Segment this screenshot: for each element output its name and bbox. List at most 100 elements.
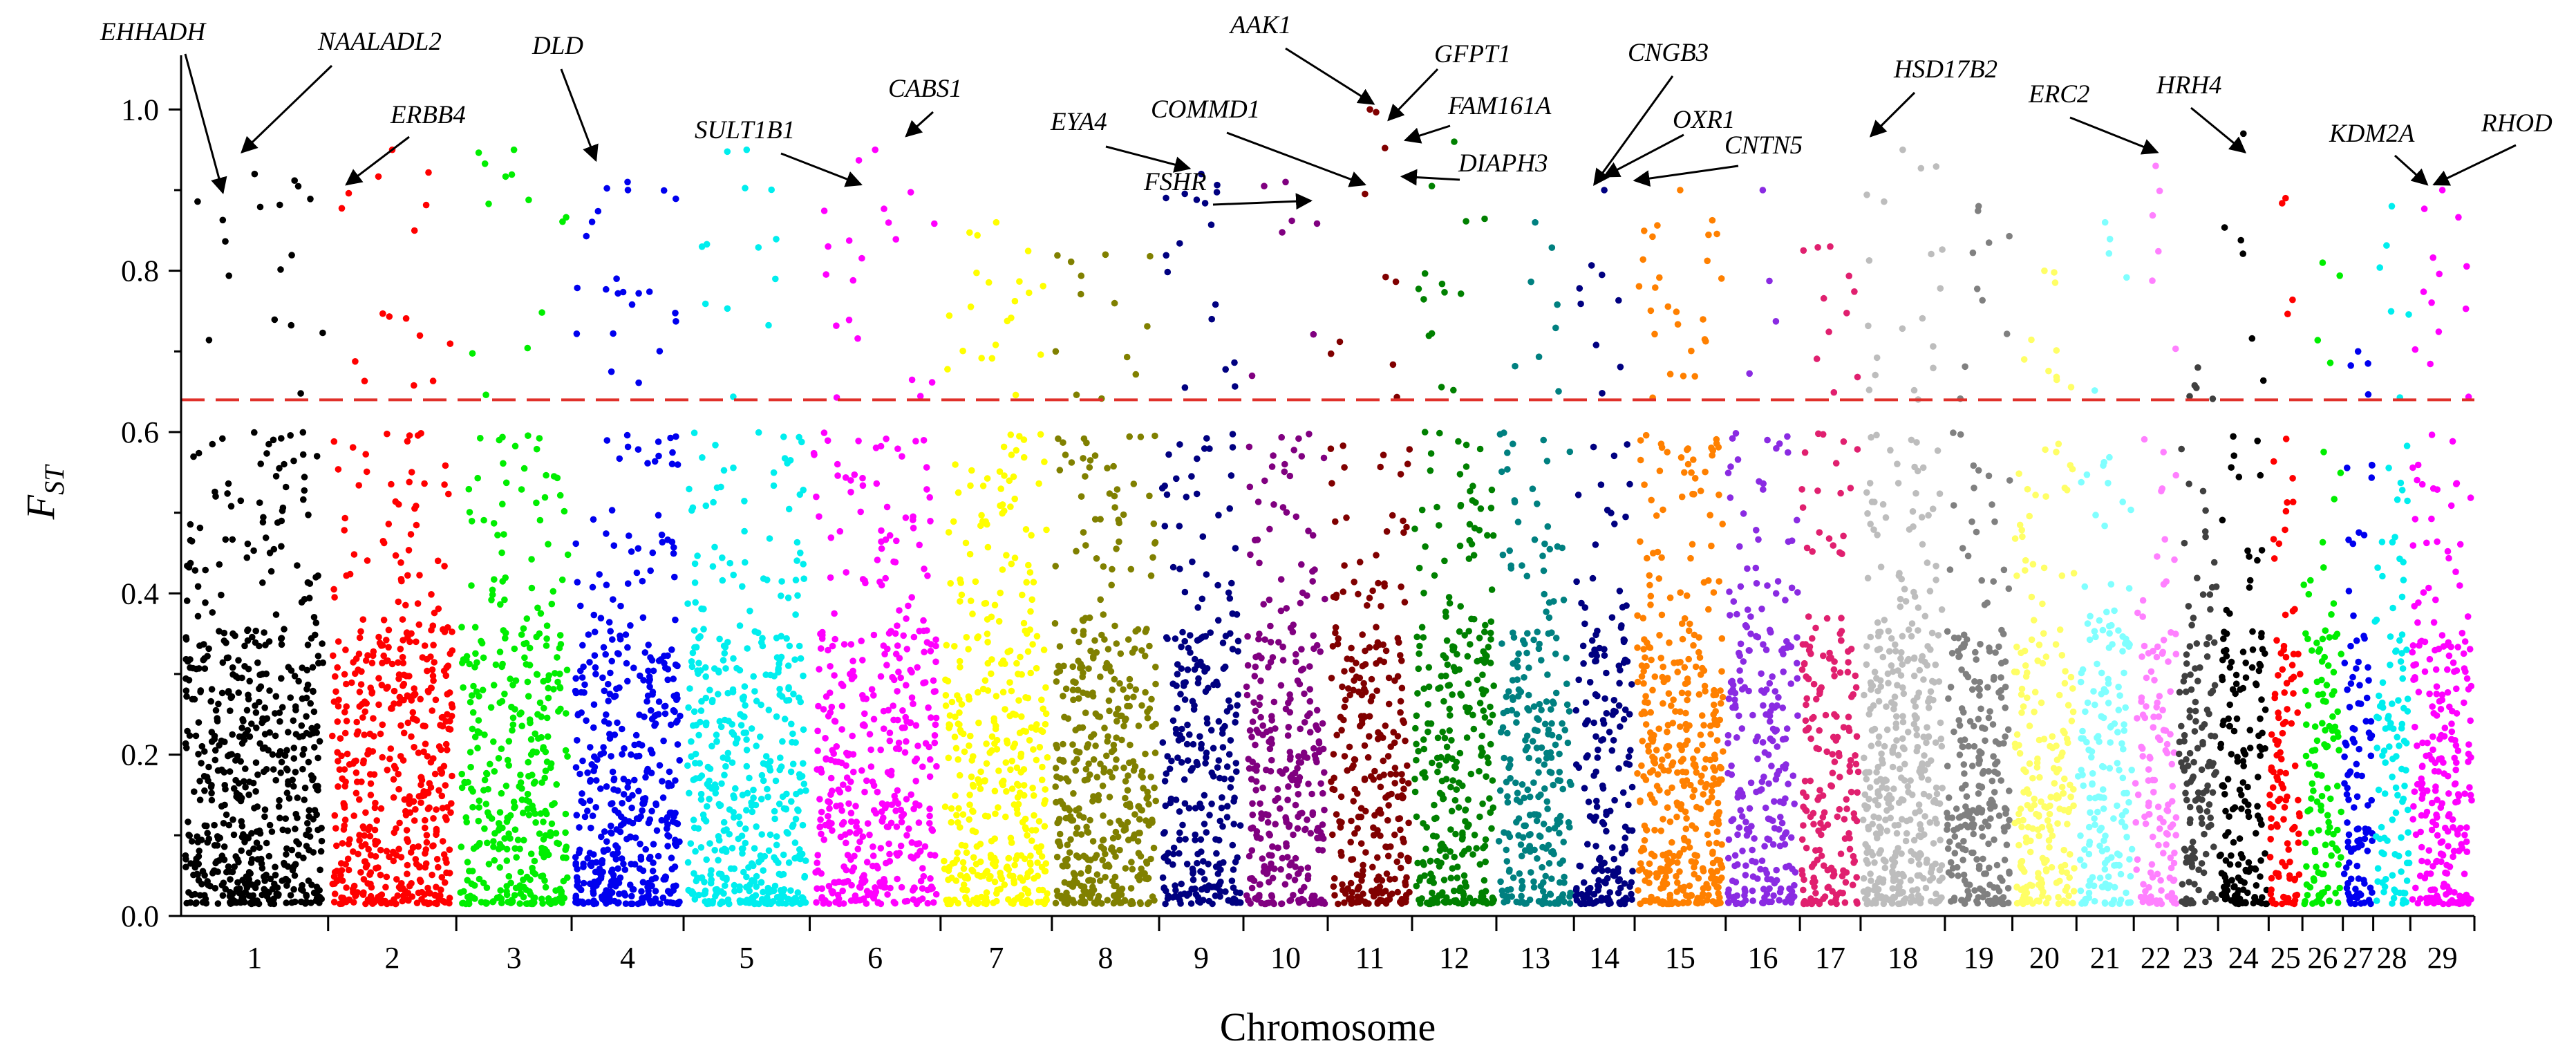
snp-point-chr9 xyxy=(1234,691,1241,698)
snp-point-chr7 xyxy=(1010,872,1017,880)
snp-point-chr5 xyxy=(697,667,704,674)
snp-point-chr11 xyxy=(1332,518,1339,525)
snp-point-chr12 xyxy=(1457,691,1464,698)
snp-point-chr1 xyxy=(223,811,230,819)
snp-point-chr10 xyxy=(1307,830,1315,837)
snp-point-chr8 xyxy=(1055,662,1062,670)
snp-point-chr5 xyxy=(787,457,794,464)
snp-point-chr12 xyxy=(1469,851,1476,858)
snp-point-chr2 xyxy=(395,659,402,666)
snp-point-chr5 xyxy=(760,777,767,785)
snp-point-chr7 xyxy=(1011,297,1019,305)
snp-point-chr4 xyxy=(601,828,608,835)
snp-point-chr12 xyxy=(1465,796,1472,803)
snp-point-chr8 xyxy=(1116,680,1123,687)
snp-point-chr12 xyxy=(1415,747,1422,755)
snp-peak-point-chr5 xyxy=(743,146,751,153)
snp-point-chr4 xyxy=(574,284,581,292)
snp-point-chr6 xyxy=(912,800,919,807)
snp-point-chr1 xyxy=(185,677,193,684)
snp-point-chr2 xyxy=(356,796,363,803)
snp-point-chr5 xyxy=(775,666,782,673)
snp-point-chr9 xyxy=(1184,757,1192,764)
snp-point-chr9 xyxy=(1202,633,1209,640)
snp-point-chr6 xyxy=(927,886,934,892)
snp-point-chr4 xyxy=(596,571,603,578)
snp-point-chr9 xyxy=(1184,721,1191,729)
snp-point-chr7 xyxy=(996,468,1004,475)
snp-point-chr5 xyxy=(719,554,726,561)
snp-point-chr3 xyxy=(500,460,507,467)
snp-point-chr4 xyxy=(625,778,632,786)
snp-point-chr1 xyxy=(284,767,291,774)
snp-point-chr5 xyxy=(771,807,778,815)
snp-point-chr5 xyxy=(684,859,692,866)
snp-point-chr7 xyxy=(961,842,969,850)
snp-point-chr5 xyxy=(773,713,780,720)
snp-point-chr2 xyxy=(341,729,349,737)
snp-point-chr1 xyxy=(192,900,199,907)
snp-point-chr12 xyxy=(1457,503,1464,509)
snp-point-chr1 xyxy=(310,687,317,695)
snp-point-chr2 xyxy=(423,655,431,663)
snp-point-chr12 xyxy=(1470,552,1478,559)
snp-point-chr4 xyxy=(579,642,586,649)
snp-point-chr1 xyxy=(187,521,194,528)
snp-point-chr7 xyxy=(966,801,973,808)
snp-point-chr5 xyxy=(748,725,755,732)
snp-point-chr5 xyxy=(711,543,718,551)
snp-point-chr12 xyxy=(1434,768,1441,776)
snp-point-chr6 xyxy=(846,829,854,836)
snp-point-chr3 xyxy=(498,698,506,705)
snp-point-chr1 xyxy=(299,887,306,894)
snp-point-chr1 xyxy=(295,677,302,685)
snp-point-chr1 xyxy=(255,900,263,908)
snp-point-chr10 xyxy=(1248,884,1256,892)
snp-point-chr6 xyxy=(858,254,865,262)
snp-point-chr6 xyxy=(847,671,854,677)
snp-point-chr2 xyxy=(438,792,446,800)
snp-point-chr11 xyxy=(1366,733,1373,740)
snp-point-chr3 xyxy=(497,887,504,894)
snp-point-chr7 xyxy=(1011,495,1018,503)
snp-point-chr1 xyxy=(208,686,216,693)
snp-point-chr1 xyxy=(278,641,285,648)
snp-point-chr9 xyxy=(1208,801,1215,807)
snp-point-chr3 xyxy=(474,745,481,751)
snp-point-chr10 xyxy=(1301,719,1308,726)
snp-point-chr5 xyxy=(706,796,713,803)
snp-point-chr8 xyxy=(1080,814,1087,821)
snp-point-chr10 xyxy=(1285,700,1292,707)
snp-point-chr1 xyxy=(184,562,191,570)
snp-point-chr1 xyxy=(196,778,203,785)
snp-point-chr9 xyxy=(1216,774,1223,782)
snp-point-chr11 xyxy=(1362,849,1369,856)
snp-point-chr2 xyxy=(363,468,370,476)
snp-point-chr1 xyxy=(214,842,221,849)
snp-point-chr3 xyxy=(482,801,490,807)
snp-point-chr2 xyxy=(424,753,431,760)
snp-point-chr5 xyxy=(715,857,722,864)
snp-point-chr4 xyxy=(575,849,583,857)
snp-point-chr3 xyxy=(468,518,476,525)
snp-point-chr7 xyxy=(984,630,991,637)
snp-point-chr11 xyxy=(1351,830,1358,837)
snp-point-chr6 xyxy=(878,527,885,534)
snp-point-chr2 xyxy=(369,652,377,660)
snp-point-chr3 xyxy=(558,576,566,583)
snp-point-chr5 xyxy=(789,900,796,907)
snp-point-chr7 xyxy=(966,229,973,236)
snp-point-chr5 xyxy=(749,808,756,816)
snp-point-chr2 xyxy=(426,804,433,812)
snp-point-chr5 xyxy=(730,464,737,471)
snp-point-chr7 xyxy=(992,810,999,817)
snp-point-chr5 xyxy=(793,790,800,798)
snp-point-chr6 xyxy=(831,635,838,643)
snp-point-chr1 xyxy=(314,723,321,730)
snp-point-chr9 xyxy=(1233,768,1240,775)
snp-point-chr1 xyxy=(234,879,241,886)
snp-point-chr11 xyxy=(1398,657,1405,664)
snp-point-chr1 xyxy=(283,845,290,852)
snp-point-chr10 xyxy=(1292,854,1299,862)
snp-point-chr6 xyxy=(818,885,825,892)
